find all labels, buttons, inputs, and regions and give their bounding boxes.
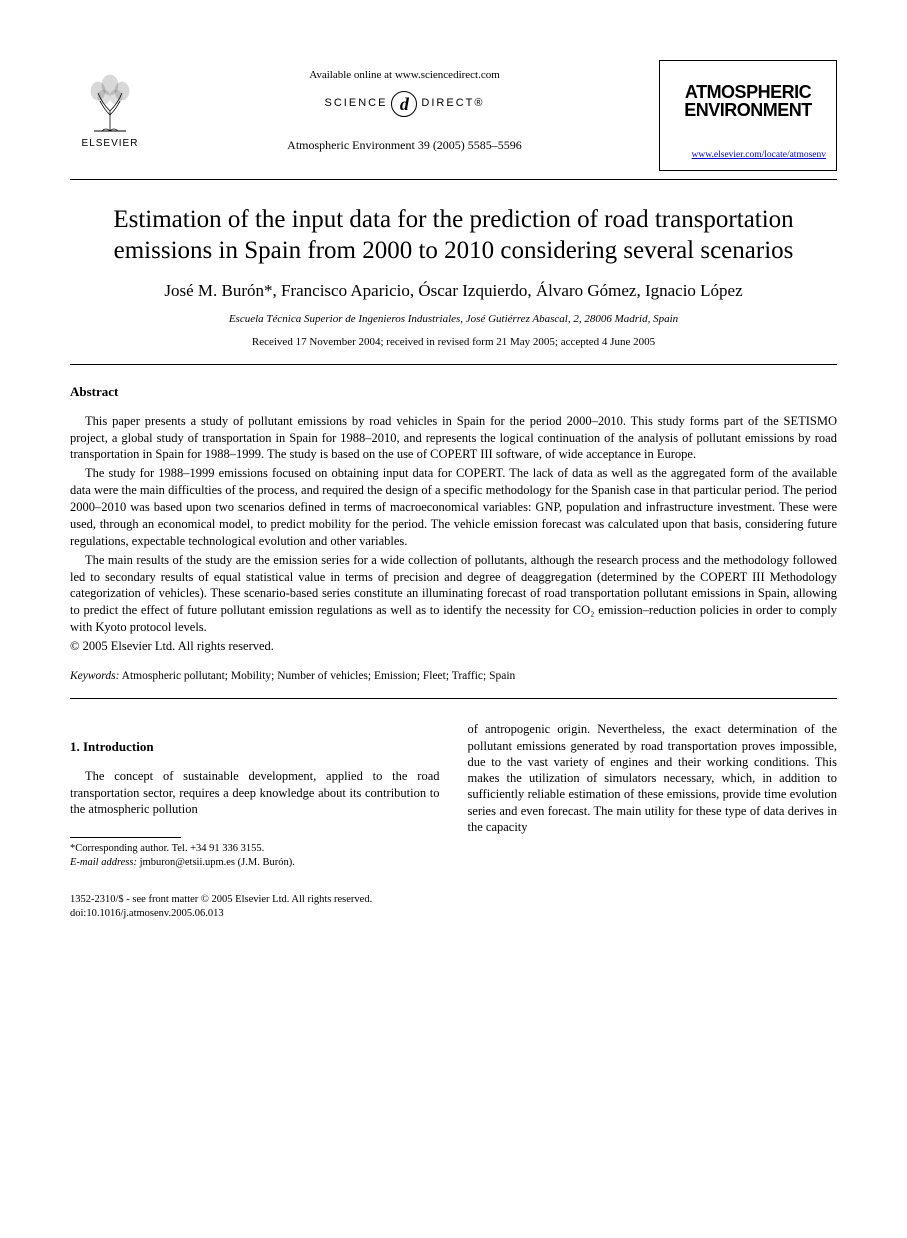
journal-title-box: ATMOSPHERIC ENVIRONMENT www.elsevier.com… [659,60,837,171]
body-columns: 1. Introduction The concept of sustainab… [70,721,837,869]
article-dates: Received 17 November 2004; received in r… [70,335,837,350]
footer-info: 1352-2310/$ - see front matter © 2005 El… [70,893,837,920]
column-right: of antropogenic origin. Nevertheless, th… [468,721,838,869]
publisher-label: ELSEVIER [82,137,139,151]
email-label: E-mail address: [70,857,137,868]
keywords-text: Atmospheric pollutant; Mobility; Number … [119,670,515,682]
article-title: Estimation of the input data for the pre… [110,204,797,267]
sd-left-text: SCIENCE [325,96,388,111]
publisher-logo: ELSEVIER [70,60,150,150]
header-rule [70,179,837,180]
affiliation: Escuela Técnica Superior de Ingenieros I… [70,312,837,327]
abstract-p1: This paper presents a study of pollutant… [70,413,837,464]
abstract-body: This paper presents a study of pollutant… [70,413,837,655]
section-1-heading: 1. Introduction [70,739,440,756]
footnote-rule [70,837,181,838]
available-online-line: Available online at www.sciencedirect.co… [150,68,659,83]
email-line: E-mail address: jmburon@etsii.upm.es (J.… [70,856,440,870]
abstract-p3: The main results of the study are the em… [70,552,837,636]
journal-url[interactable]: www.elsevier.com/locate/atmosenv [670,149,826,162]
center-header: Available online at www.sciencedirect.co… [150,60,659,153]
authors-list: José M. Burón*, Francisco Aparicio, Ósca… [70,280,837,302]
abstract-heading: Abstract [70,383,837,401]
sd-right-text: DIRECT® [421,96,484,111]
intro-p1-left: The concept of sustainable development, … [70,768,440,817]
header-row: ELSEVIER Available online at www.science… [70,60,837,171]
journal-name-line2: ENVIRONMENT [670,101,826,119]
email-address[interactable]: jmburon@etsii.upm.es (J.M. Burón). [137,857,295,868]
copyright-line: © 2005 Elsevier Ltd. All rights reserved… [70,638,837,655]
column-left: 1. Introduction The concept of sustainab… [70,721,440,869]
journal-name-line1: ATMOSPHERIC [670,83,826,101]
corr-author-line: *Corresponding author. Tel. +34 91 336 3… [70,842,440,856]
title-rule [70,364,837,365]
keywords-line: Keywords: Atmospheric pollutant; Mobilit… [70,669,837,685]
keywords-label: Keywords: [70,670,119,682]
keywords-rule [70,698,837,699]
journal-reference: Atmospheric Environment 39 (2005) 5585–5… [150,137,659,153]
abstract-p2: The study for 1988–1999 emissions focuse… [70,465,837,549]
elsevier-tree-icon [80,73,140,135]
sciencedirect-logo: SCIENCE d DIRECT® [325,91,485,117]
corresponding-author-footnote: *Corresponding author. Tel. +34 91 336 3… [70,842,440,869]
doi-line: doi:10.1016/j.atmosenv.2005.06.013 [70,907,837,921]
intro-p1-right: of antropogenic origin. Nevertheless, th… [468,721,838,835]
sd-d-icon: d [391,91,417,117]
front-matter-line: 1352-2310/$ - see front matter © 2005 El… [70,893,837,907]
